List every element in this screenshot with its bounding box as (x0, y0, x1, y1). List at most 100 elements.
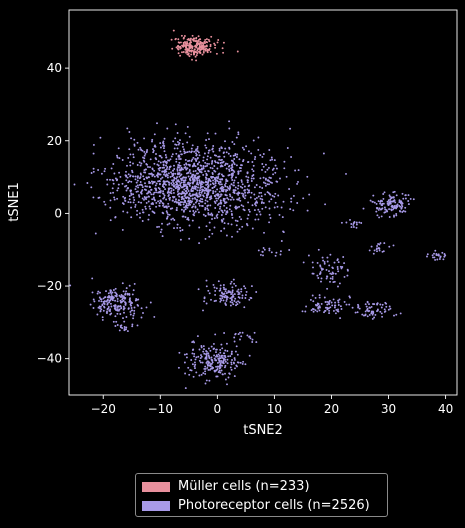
scatter-point-photoreceptor (154, 187, 157, 190)
scatter-point-photoreceptor (150, 180, 153, 183)
scatter-point-photoreceptor (222, 186, 225, 189)
scatter-point-photoreceptor (187, 204, 190, 207)
scatter-point-photoreceptor (364, 313, 367, 316)
scatter-point-photoreceptor (202, 189, 205, 192)
scatter-point-photoreceptor (192, 193, 194, 196)
scatter-point-photoreceptor (121, 228, 124, 231)
scatter-point-photoreceptor (174, 123, 177, 126)
scatter-point-photoreceptor (184, 179, 187, 182)
scatter-point-photoreceptor (208, 162, 210, 165)
scatter-point-photoreceptor (352, 223, 355, 226)
scatter-point-photoreceptor (198, 181, 201, 183)
scatter-point-photoreceptor (143, 150, 146, 153)
scatter-point-photoreceptor (124, 185, 126, 188)
scatter-point-photoreceptor (172, 217, 174, 220)
scatter-point-photoreceptor (146, 192, 149, 195)
scatter-point-photoreceptor (163, 196, 166, 199)
scatter-point-photoreceptor (264, 182, 267, 185)
scatter-point-photoreceptor (257, 208, 260, 211)
scatter-point-muller (179, 47, 182, 50)
scatter-point-photoreceptor (202, 372, 205, 375)
scatter-point-photoreceptor (233, 189, 236, 192)
scatter-point-photoreceptor (114, 216, 117, 218)
scatter-point-photoreceptor (225, 234, 228, 237)
scatter-point-photoreceptor (209, 204, 212, 207)
scatter-point-photoreceptor (106, 302, 109, 305)
scatter-point-photoreceptor (395, 206, 398, 209)
scatter-point-photoreceptor (212, 145, 215, 147)
scatter-point-photoreceptor (343, 300, 346, 303)
scatter-point-photoreceptor (233, 282, 236, 285)
scatter-point-photoreceptor (182, 203, 185, 206)
scatter-point-photoreceptor (105, 290, 107, 293)
scatter-point-photoreceptor (189, 199, 192, 202)
scatter-point-photoreceptor (192, 203, 195, 206)
scatter-point-muller (182, 37, 185, 40)
scatter-point-photoreceptor (144, 185, 147, 188)
scatter-point-photoreceptor (92, 196, 95, 199)
scatter-point-photoreceptor (134, 299, 137, 302)
scatter-point-photoreceptor (207, 151, 210, 154)
scatter-point-photoreceptor (220, 291, 223, 294)
scatter-point-photoreceptor (107, 306, 110, 308)
scatter-point-photoreceptor (183, 188, 186, 191)
scatter-point-photoreceptor (205, 225, 208, 228)
scatter-point-photoreceptor (151, 202, 154, 205)
scatter-point-photoreceptor (151, 138, 154, 141)
scatter-point-photoreceptor (273, 206, 276, 209)
scatter-point-muller (213, 42, 216, 45)
scatter-point-photoreceptor (200, 168, 203, 171)
scatter-point-photoreceptor (129, 201, 132, 204)
scatter-point-photoreceptor (147, 176, 150, 179)
scatter-point-photoreceptor (234, 152, 237, 155)
scatter-point-photoreceptor (105, 300, 108, 303)
scatter-point-photoreceptor (229, 304, 232, 307)
scatter-point-photoreceptor (115, 292, 118, 295)
scatter-point-photoreceptor (183, 150, 186, 153)
scatter-point-photoreceptor (379, 303, 382, 306)
scatter-point-photoreceptor (232, 189, 235, 192)
scatter-point-photoreceptor (262, 254, 264, 257)
scatter-point-photoreceptor (218, 158, 221, 161)
scatter-point-photoreceptor (179, 139, 181, 142)
scatter-point-photoreceptor (123, 297, 126, 300)
scatter-point-photoreceptor (166, 166, 169, 169)
scatter-point-photoreceptor (146, 185, 148, 188)
scatter-point-photoreceptor (235, 304, 237, 307)
scatter-point-photoreceptor (343, 262, 346, 265)
scatter-point-photoreceptor (128, 198, 131, 201)
scatter-point-photoreceptor (387, 199, 390, 202)
scatter-point-photoreceptor (183, 353, 186, 356)
scatter-point-photoreceptor (366, 301, 369, 304)
scatter-point-photoreceptor (145, 163, 148, 165)
scatter-point-photoreceptor (128, 148, 131, 151)
scatter-point-photoreceptor (94, 232, 97, 235)
scatter-point-photoreceptor (205, 139, 208, 141)
scatter-point-photoreceptor (197, 186, 199, 189)
scatter-point-photoreceptor (191, 187, 194, 190)
scatter-point-photoreceptor (381, 200, 384, 203)
scatter-point-photoreceptor (277, 194, 280, 197)
scatter-point-photoreceptor (136, 184, 139, 187)
scatter-point-photoreceptor (123, 320, 126, 323)
scatter-point-photoreceptor (169, 158, 172, 161)
scatter-point-photoreceptor (191, 219, 194, 222)
scatter-point-photoreceptor (219, 297, 222, 300)
scatter-point-photoreceptor (171, 199, 174, 202)
scatter-point-photoreceptor (325, 268, 328, 271)
scatter-point-photoreceptor (340, 267, 343, 270)
scatter-point-photoreceptor (232, 295, 235, 298)
scatter-point-photoreceptor (241, 297, 244, 299)
scatter-point-photoreceptor (250, 152, 253, 155)
scatter-point-photoreceptor (274, 164, 277, 167)
scatter-point-photoreceptor (331, 277, 334, 280)
scatter-point-photoreceptor (333, 306, 336, 309)
scatter-point-photoreceptor (223, 366, 226, 369)
scatter-point-photoreceptor (239, 199, 242, 202)
scatter-point-photoreceptor (132, 196, 135, 199)
scatter-point-photoreceptor (190, 151, 193, 154)
scatter-point-photoreceptor (183, 166, 186, 169)
scatter-point-photoreceptor (316, 310, 319, 313)
scatter-point-photoreceptor (244, 363, 247, 366)
scatter-point-photoreceptor (159, 161, 162, 164)
